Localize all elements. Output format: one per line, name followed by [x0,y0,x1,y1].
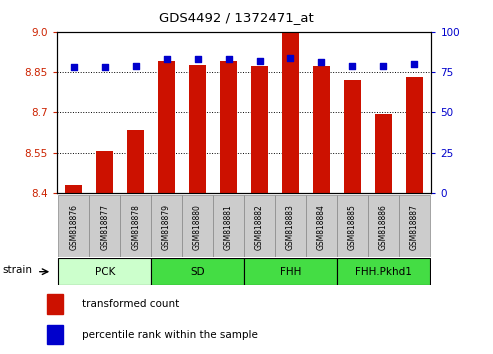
Bar [306,195,337,257]
Bar [96,151,113,193]
Text: percentile rank within the sample: percentile rank within the sample [82,330,258,339]
Text: GSM818882: GSM818882 [255,204,264,250]
Text: GSM818881: GSM818881 [224,204,233,250]
Text: SD: SD [190,267,205,277]
Text: GDS4492 / 1372471_at: GDS4492 / 1372471_at [159,11,314,24]
Point [101,64,108,70]
Text: transformed count: transformed count [82,299,179,309]
Bar [89,195,120,257]
Point [194,56,202,62]
Point [349,63,356,69]
Bar [375,114,392,193]
Text: GSM818879: GSM818879 [162,204,171,250]
Bar [158,61,175,193]
Text: GSM818883: GSM818883 [286,204,295,250]
Bar [337,258,430,285]
Bar [337,195,368,257]
Bar [220,61,237,193]
Point [317,59,325,65]
Text: GSM818887: GSM818887 [410,204,419,250]
Point [70,64,78,70]
Bar [127,130,144,193]
Bar [47,325,63,344]
Bar [58,195,89,257]
Text: GSM818877: GSM818877 [100,204,109,250]
Point [132,63,140,69]
Text: GSM818878: GSM818878 [131,204,140,250]
Bar [151,195,182,257]
Text: GSM818880: GSM818880 [193,204,202,250]
Text: FHH.Pkhd1: FHH.Pkhd1 [355,267,412,277]
Bar [344,80,361,193]
Point [410,61,418,67]
Point [286,55,294,61]
Bar [399,195,430,257]
Bar [244,195,275,257]
Bar [151,258,244,285]
Bar [213,195,244,257]
Bar [189,65,206,193]
Bar [282,31,299,193]
Bar [47,295,63,314]
Point [380,63,387,69]
Text: GSM818886: GSM818886 [379,204,388,250]
Bar [251,66,268,193]
Point [255,58,263,64]
Text: GSM818884: GSM818884 [317,204,326,250]
Text: PCK: PCK [95,267,115,277]
Text: FHH: FHH [280,267,301,277]
Point [225,56,233,62]
Bar [244,258,337,285]
Bar [275,195,306,257]
Bar [65,185,82,193]
Bar [368,195,399,257]
Bar [406,77,423,193]
Text: GSM818885: GSM818885 [348,204,357,250]
Bar [182,195,213,257]
Text: strain: strain [3,266,33,275]
Bar [313,66,330,193]
Point [163,56,171,62]
Bar [120,195,151,257]
Text: GSM818876: GSM818876 [69,204,78,250]
Bar [58,258,151,285]
